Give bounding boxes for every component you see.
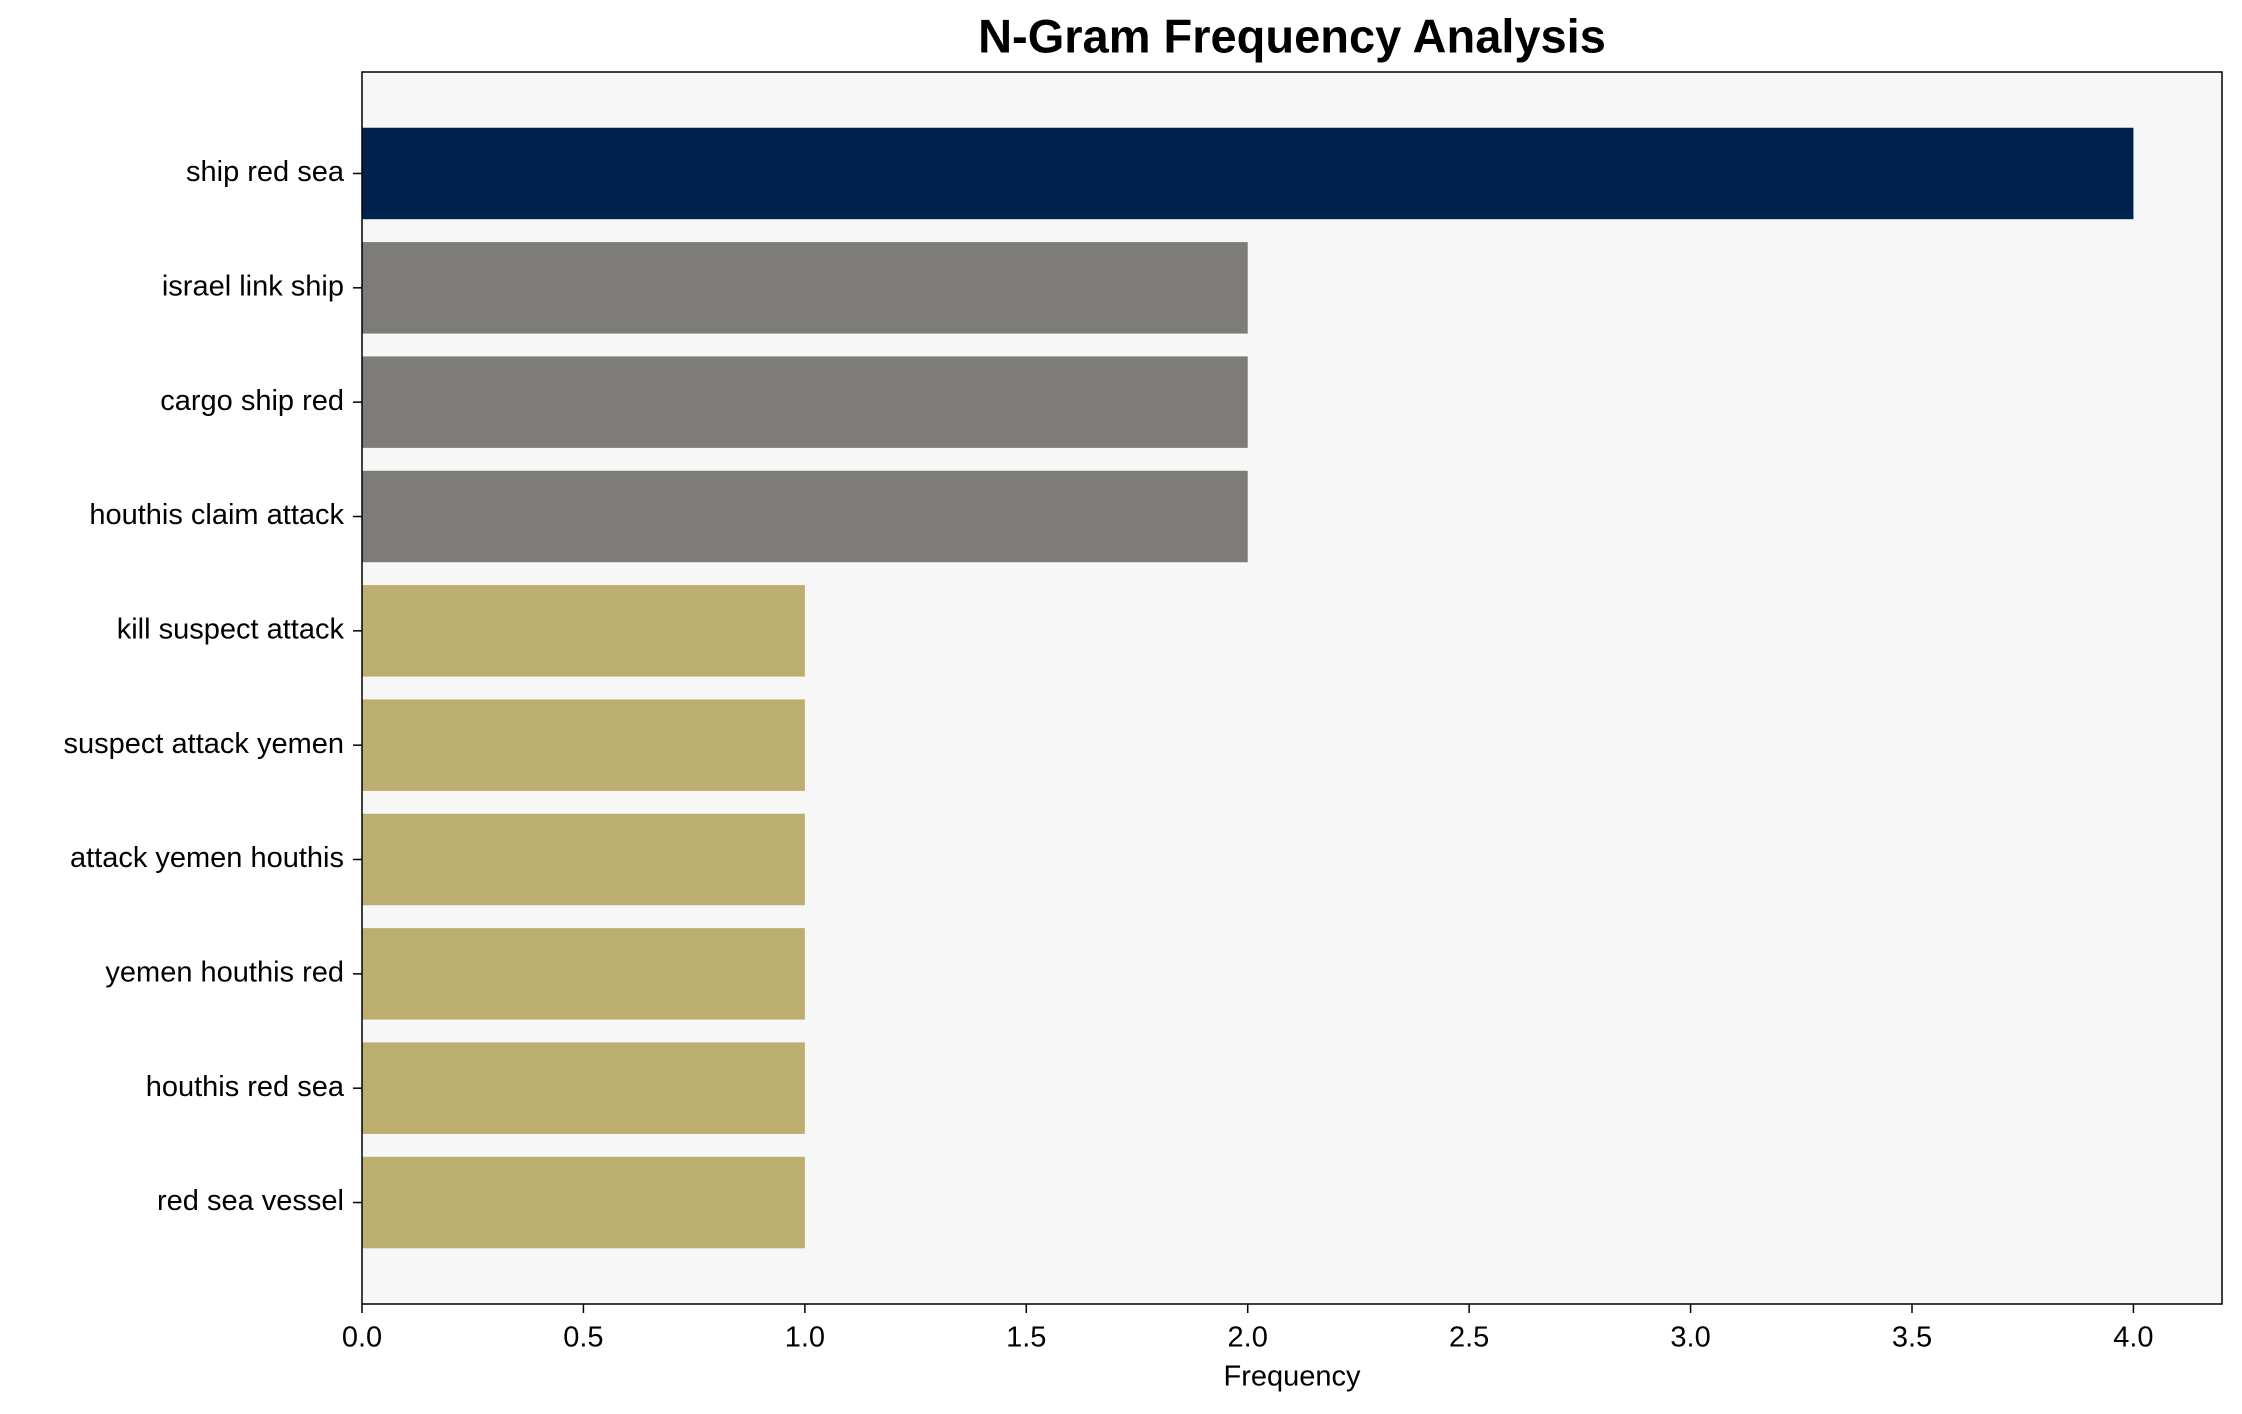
x-tick-label: 0.5: [563, 1322, 603, 1354]
y-tick-label: red sea vessel: [157, 1185, 344, 1217]
x-tick-label: 3.0: [1670, 1322, 1710, 1354]
x-tick-label: 2.5: [1449, 1322, 1489, 1354]
y-tick-label: ship red sea: [186, 156, 345, 188]
x-tick-label: 2.0: [1228, 1322, 1268, 1354]
plot-frame: [361, 71, 2223, 1305]
x-tick-label: 3.5: [1892, 1322, 1932, 1354]
bar: [362, 356, 1248, 448]
x-tick-label: 4.0: [2113, 1322, 2153, 1354]
y-tick-label: kill suspect attack: [117, 613, 345, 645]
chart-title: N-Gram Frequency Analysis: [978, 9, 1606, 62]
bar: [362, 813, 805, 906]
y-tick-label: houthis claim attack: [89, 499, 344, 531]
y-tick-label: israel link ship: [162, 270, 344, 302]
bar: [362, 699, 805, 791]
y-tick-label: suspect attack yemen: [64, 728, 344, 760]
x-tick-label: 1.0: [785, 1322, 825, 1354]
x-tick-label: 0.0: [342, 1322, 382, 1354]
bar: [362, 1156, 805, 1249]
y-tick-label: attack yemen houthis: [70, 842, 344, 874]
bar: [362, 470, 1248, 563]
bar: [362, 242, 1248, 334]
x-axis-label: Frequency: [1223, 1361, 1361, 1393]
bar: [362, 1042, 805, 1134]
bar: [362, 585, 805, 677]
y-tick-label: cargo ship red: [160, 385, 344, 417]
x-tick-label: 1.5: [1006, 1322, 1046, 1354]
bar: [362, 127, 2134, 220]
y-tick-label: yemen houthis red: [105, 957, 344, 989]
y-tick-label: houthis red sea: [146, 1071, 345, 1103]
bar: [362, 928, 805, 1020]
